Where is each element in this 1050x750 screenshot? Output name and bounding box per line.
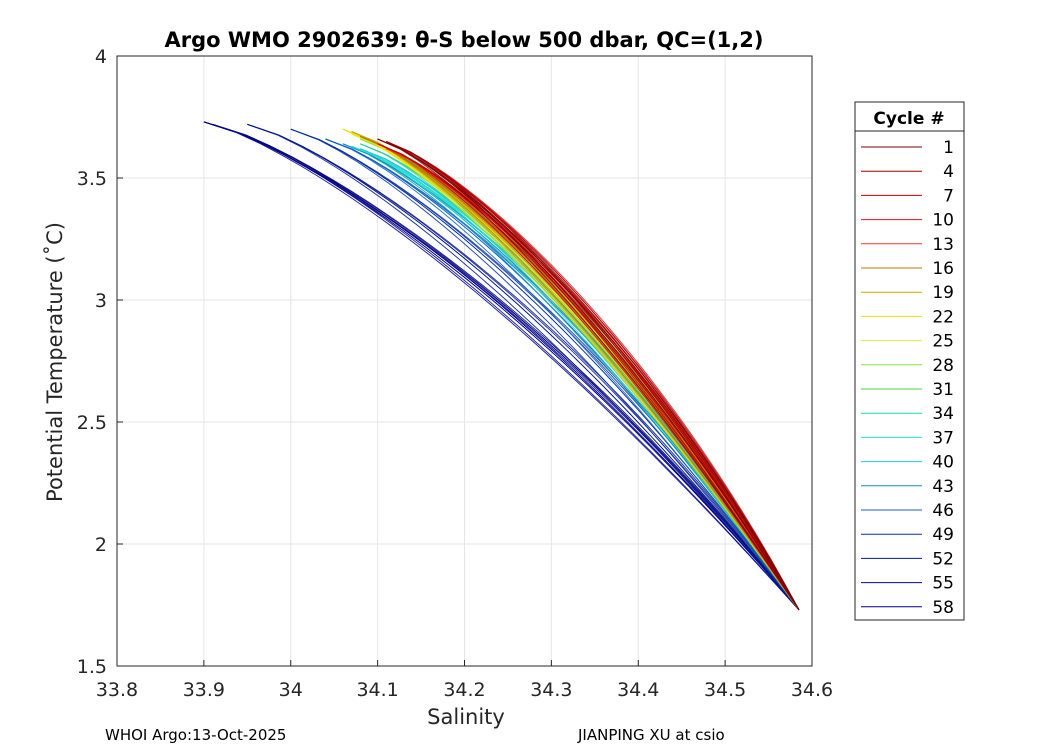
profile-cycle-52 (247, 123, 800, 611)
legend-entry-label: 34 (932, 404, 954, 424)
legend-entry-label: 43 (932, 477, 954, 497)
profile-cycle-10 (394, 145, 800, 611)
legend-box (854, 101, 965, 621)
profile-cycle-28 (360, 138, 800, 611)
profile-cycle-58 (203, 121, 800, 611)
x-axis-label: Salinity (427, 705, 505, 729)
profile-cycle-58 (203, 121, 800, 611)
profile-cycle-40 (360, 148, 800, 611)
profile-cycle-49 (290, 128, 800, 611)
legend-entry-label: 7 (943, 186, 954, 206)
y-tick-label: 2 (95, 534, 107, 556)
profile-cycle-19 (351, 131, 800, 611)
legend-entry-label: 16 (932, 259, 954, 279)
y-tick-label: 2.5 (77, 412, 107, 434)
profile-cycle-55 (212, 123, 800, 611)
profile-cycle-4 (386, 140, 800, 611)
profile-cycle-28 (360, 138, 800, 611)
profile-cycle-58 (203, 121, 800, 611)
profile-cycle-13 (386, 148, 800, 611)
profile-cycle-1 (377, 138, 800, 611)
profile-cycle-22 (342, 128, 800, 611)
legend-entry-label: 46 (932, 501, 954, 521)
x-tick-label: 34.4 (617, 679, 659, 701)
profile-cycle-52 (247, 123, 800, 611)
profile-cycle-19 (351, 131, 800, 611)
x-tick-label: 34.3 (530, 679, 572, 701)
legend-entry-label: 52 (932, 549, 954, 569)
profile-cycle-52 (247, 123, 800, 611)
legend-entry-label: 28 (932, 356, 954, 376)
profile-cycle-55 (212, 123, 800, 611)
profile-cycle-28 (360, 138, 800, 611)
x-tick-label: 34.1 (356, 679, 398, 701)
profile-cycle-4 (386, 140, 800, 611)
x-tick-label: 34.5 (704, 679, 746, 701)
profile-cycle-58 (203, 121, 800, 611)
chart-title: Argo WMO 2902639: θ-S below 500 dbar, QC… (165, 28, 764, 52)
profile-cycle-46 (325, 138, 800, 611)
profile-cycle-55 (212, 123, 800, 611)
footer-author: JIANPING XU at csio (578, 726, 725, 744)
profile-cycle-40 (360, 148, 800, 611)
x-tick-label: 33.8 (96, 679, 138, 701)
profile-cycle-43 (342, 143, 800, 611)
x-tick-label: 34 (279, 679, 303, 701)
footer-source-date: WHOI Argo:13-Oct-2025 (105, 726, 287, 744)
profile-cycle-1 (377, 138, 800, 611)
legend-entry-label: 25 (932, 332, 954, 352)
profile-cycle-13 (386, 148, 800, 611)
legend: Cycle # 1 4 7 10 13 16 19 22 25 28 31 34 37 40 43 46 49 5… (854, 101, 965, 621)
y-tick-label: 1.5 (77, 656, 107, 678)
legend-entry-label: 13 (932, 235, 954, 255)
legend-entry-label: 4 (943, 162, 954, 182)
x-tick-label: 33.9 (183, 679, 225, 701)
x-ticks: 33.8 33.9 34 34.1 34.2 34.3 34.4 34.5 34.6 (96, 660, 833, 701)
profile-cycle-1 (377, 138, 800, 611)
legend-entries: 1 4 7 10 13 16 19 22 25 28 31 34 37 40 43 46 49 52 55 58 (861, 138, 954, 618)
profile-cycle-13 (386, 148, 800, 611)
legend-entry-label: 55 (932, 574, 954, 594)
y-axis-label: Potential Temperature (˚C) (43, 222, 67, 502)
profile-cycle-19 (351, 131, 800, 611)
profile-cycle-19 (351, 131, 800, 611)
profile-cycle-1 (377, 138, 800, 611)
legend-entry-label: 19 (932, 283, 954, 303)
profile-cycle-40 (360, 148, 800, 611)
legend-entry-label: 10 (932, 211, 954, 231)
legend-entry-label: 37 (932, 428, 954, 448)
x-tick-label: 34.6 (791, 679, 833, 701)
profile-cycle-52 (247, 123, 800, 611)
profile-cycle-28 (360, 138, 800, 611)
profile-cycle-37 (351, 145, 800, 611)
y-ticks: 1.5 2 2.5 3 3.5 4 (77, 46, 123, 678)
series-layer (203, 121, 800, 611)
legend-entry-label: 58 (932, 598, 954, 618)
y-tick-label: 3 (95, 290, 107, 312)
x-tick-label: 34.2 (443, 679, 485, 701)
legend-entry-label: 40 (932, 453, 954, 473)
legend-entry-label: 31 (932, 380, 954, 400)
profile-cycle-16 (360, 136, 800, 611)
grid (116, 55, 813, 667)
legend-entry-label: 49 (932, 525, 954, 545)
legend-entry-label: 22 (932, 307, 954, 327)
legend-title: Cycle # (873, 109, 944, 129)
y-tick-label: 4 (95, 46, 107, 68)
y-tick-label: 3.5 (77, 168, 107, 190)
profile-cycle-40 (360, 148, 800, 611)
profile-cycle-13 (386, 148, 800, 611)
legend-entry-label: 1 (943, 138, 954, 158)
profile-cycle-55 (212, 123, 800, 611)
